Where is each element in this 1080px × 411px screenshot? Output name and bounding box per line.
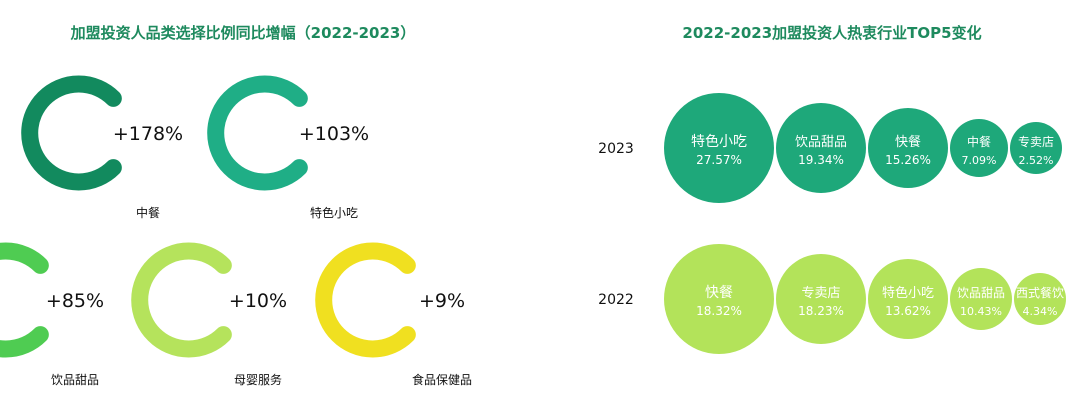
ring-4: +10% 母婴服务 — [131, 242, 287, 387]
ring-category-label: 食品保健品 — [412, 372, 472, 387]
year-label: 2022 — [598, 292, 634, 308]
bubble-circle — [1010, 122, 1062, 174]
ring-3: +85% 饮品甜品 — [0, 242, 104, 387]
bubble-value-label: 7.09% — [962, 154, 997, 167]
bubble-value-label: 2.52% — [1019, 154, 1054, 167]
bubble-value-label: 27.57% — [696, 153, 742, 167]
ring-1: +178% 中餐 — [21, 75, 183, 220]
bubble-circle — [1014, 273, 1066, 325]
ring-value-label: +9% — [419, 290, 465, 312]
bubble-circle — [950, 119, 1008, 177]
bubble-row-2022: 2022 快餐 18.32% 专卖店 18.23% 特色小吃 13.62% 饮品甜品 10.43… — [598, 244, 1066, 354]
bubble-name-label: 西式餐饮 — [1016, 285, 1064, 300]
bubble-circle — [664, 244, 774, 354]
bubble: 饮品甜品 10.43% — [950, 268, 1012, 330]
bubble: 饮品甜品 19.34% — [776, 103, 866, 193]
bubble-value-label: 19.34% — [798, 153, 844, 167]
ring-value-label: +178% — [113, 123, 183, 145]
bubble-row-2023: 2023 特色小吃 27.57% 饮品甜品 19.34% 快餐 15.26% 中餐 7.09% 专… — [598, 93, 1062, 203]
right-chart-title: 2022-2023加盟投资人热衷行业TOP5变化 — [682, 24, 982, 42]
ring-arc — [21, 75, 122, 191]
bubble-circle — [868, 259, 948, 339]
bubble-name-label: 中餐 — [967, 134, 991, 149]
bubble-circle — [664, 93, 774, 203]
bubble-value-label: 18.23% — [798, 304, 844, 318]
bubble: 中餐 7.09% — [950, 119, 1008, 177]
bubble-name-label: 特色小吃 — [691, 133, 747, 150]
bubble: 快餐 15.26% — [868, 108, 948, 188]
bubble-name-label: 专卖店 — [1018, 134, 1054, 149]
bubble-value-label: 10.43% — [960, 305, 1002, 318]
ring-arc — [315, 242, 416, 358]
bubble-value-label: 13.62% — [885, 304, 931, 318]
ring-value-label: +85% — [46, 290, 104, 312]
bubble-name-label: 饮品甜品 — [795, 134, 847, 150]
bubble-name-label: 饮品甜品 — [957, 286, 1005, 300]
ring-arc — [131, 242, 232, 358]
bubble-name-label: 快餐 — [895, 134, 921, 150]
bubble: 特色小吃 27.57% — [664, 93, 774, 203]
bubble-circle — [950, 268, 1012, 330]
bubble-circle — [868, 108, 948, 188]
ring-category-label: 母婴服务 — [234, 372, 282, 387]
bubble: 西式餐饮 4.34% — [1014, 273, 1066, 325]
ring-5: +9% 食品保健品 — [315, 242, 472, 387]
bubble: 专卖店 18.23% — [776, 254, 866, 344]
bubble-value-label: 15.26% — [885, 153, 931, 167]
ring-value-label: +103% — [299, 123, 369, 145]
ring-arc — [207, 75, 308, 191]
year-label: 2023 — [598, 141, 634, 157]
ring-2: +103% 特色小吃 — [207, 75, 369, 220]
ring-arc — [0, 242, 49, 358]
ring-category-label: 特色小吃 — [310, 205, 358, 220]
bubble-name-label: 快餐 — [705, 285, 733, 301]
bubble-value-label: 4.34% — [1023, 305, 1058, 318]
bubble-name-label: 专卖店 — [801, 286, 840, 301]
left-chart-title: 加盟投资人品类选择比例同比增幅（2022-2023） — [70, 24, 416, 42]
bubble-name-label: 特色小吃 — [882, 285, 934, 301]
bubble: 特色小吃 13.62% — [868, 259, 948, 339]
bubble-circle — [776, 103, 866, 193]
ring-category-label: 中餐 — [136, 205, 160, 220]
bubble-circle — [776, 254, 866, 344]
bubble: 专卖店 2.52% — [1010, 122, 1062, 174]
ring-value-label: +10% — [229, 290, 287, 312]
bubble-value-label: 18.32% — [696, 304, 742, 318]
bubble: 快餐 18.32% — [664, 244, 774, 354]
ring-category-label: 饮品甜品 — [51, 373, 99, 387]
